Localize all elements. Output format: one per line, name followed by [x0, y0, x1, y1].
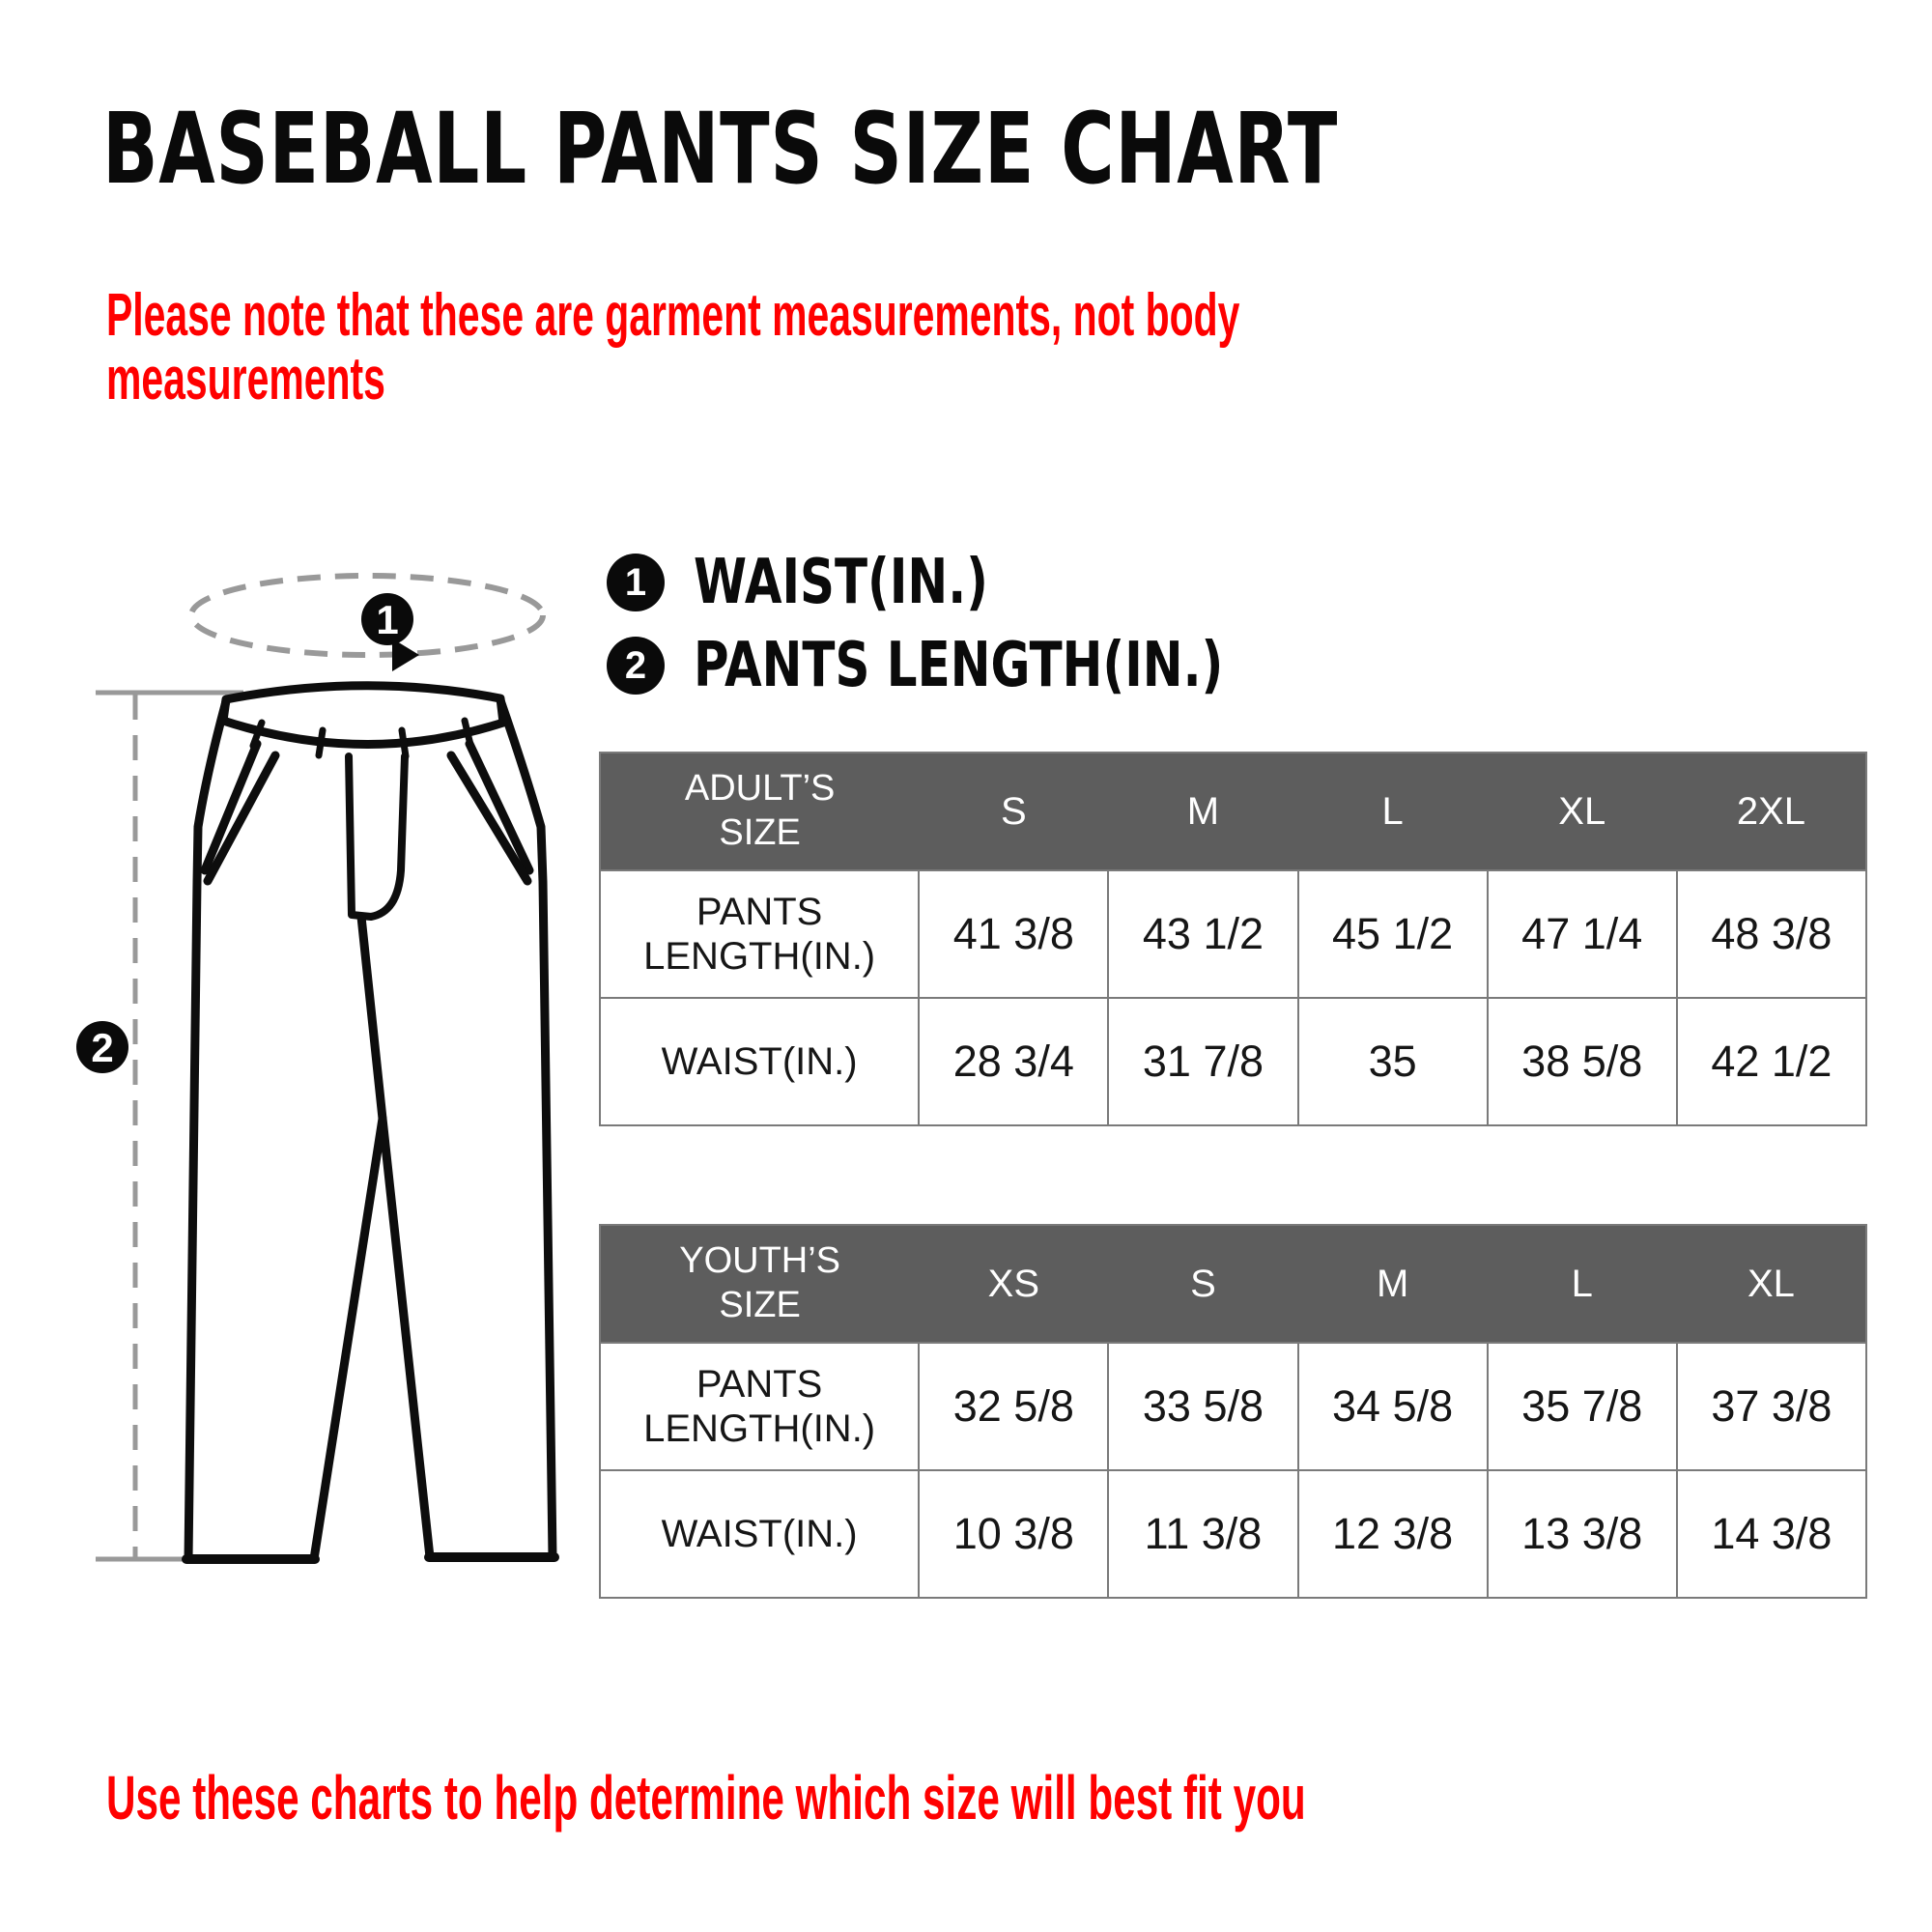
adult-pants-length-l: 45 1/2: [1296, 869, 1489, 999]
garment-note-line2: measurements: [106, 346, 385, 412]
youth-pants-length-xl: 37 3/8: [1675, 1342, 1868, 1471]
adult-waist-row: WAIST(IN.) 28 3/4 31 7/8 35 38 5/8 42 1/…: [598, 997, 1868, 1126]
fly: [345, 753, 409, 921]
adult-pants-length-s: 41 3/8: [918, 869, 1110, 999]
youth-pants-length-xs: 32 5/8: [918, 1342, 1110, 1471]
page-title: BASEBALL PANTS SIZE CHART: [102, 92, 1339, 207]
marker-2-badge: 2: [607, 637, 665, 695]
left-pocket-line-inner: [203, 751, 280, 886]
legend-item-waist: 1 WAIST(IN.): [607, 547, 1071, 618]
marker-2-number: 2: [624, 643, 647, 687]
crotch-seam: [356, 912, 387, 1123]
youth-pants-length-l: 35 7/8: [1486, 1342, 1678, 1471]
inner-leg-seams: [309, 1114, 435, 1564]
youth-header-row: YOUTH’S SIZE XS S M L XL: [600, 1225, 1866, 1343]
adult-size-l: L: [1297, 753, 1488, 870]
adult-size-m: M: [1108, 753, 1298, 870]
adult-pants-length-2xl: 48 3/8: [1675, 869, 1868, 999]
youth-pants-length-s: 33 5/8: [1107, 1342, 1299, 1471]
diagram-marker-2-number: 2: [91, 1025, 113, 1070]
footer-note: Use these charts to help determine which…: [106, 1763, 1306, 1833]
waistband: [218, 681, 508, 749]
waist-measure-ellipse: [188, 573, 546, 658]
adult-waist-m: 31 7/8: [1107, 997, 1299, 1126]
pants-outline: [182, 681, 559, 1564]
adult-waist-s: 28 3/4: [918, 997, 1110, 1126]
right-pocket-line-inner: [446, 751, 532, 886]
youth-size-xs: XS: [919, 1225, 1109, 1343]
youth-waist-xs: 10 3/8: [918, 1469, 1110, 1599]
adult-waist-xl: 38 5/8: [1486, 997, 1678, 1126]
youth-size-l: L: [1487, 1225, 1677, 1343]
youth-table-title-cell: YOUTH’S SIZE: [600, 1225, 920, 1343]
youth-waist-xl: 14 3/8: [1675, 1469, 1868, 1599]
adult-waist-2xl: 42 1/2: [1675, 997, 1868, 1126]
youth-pants-length-row: PANTS LENGTH(IN.) 32 5/8 33 5/8 34 5/8 3…: [598, 1342, 1868, 1471]
legend-item-pants-length: 2 PANTS LENGTH(IN.): [607, 630, 1373, 701]
adult-pants-length-label: PANTS LENGTH(IN.): [598, 869, 921, 999]
youth-size-m: M: [1297, 1225, 1488, 1343]
adult-waist-l: 35: [1296, 997, 1489, 1126]
adult-table-title: ADULT’S SIZE: [684, 768, 836, 853]
youth-table-title: YOUTH’S SIZE: [679, 1240, 841, 1325]
right-outseam: [496, 696, 557, 1562]
left-outseam: [184, 696, 231, 1564]
youth-size-table: YOUTH’S SIZE XS S M L XL PANTS LENGTH(IN…: [598, 1224, 1868, 1599]
diagram-marker-1-number: 1: [376, 597, 398, 642]
diagram-marker-2: 2: [76, 1021, 128, 1073]
belt-loop-2: [315, 726, 327, 759]
youth-waist-row: WAIST(IN.) 10 3/8 11 3/8 12 3/8 13 3/8 1…: [598, 1469, 1868, 1599]
waist-arrow-icon: [392, 639, 419, 671]
adult-pants-length-m: 43 1/2: [1107, 869, 1299, 999]
youth-pants-length-label: PANTS LENGTH(IN.): [598, 1342, 921, 1471]
youth-waist-label: WAIST(IN.): [598, 1469, 921, 1599]
adult-pants-length-row: PANTS LENGTH(IN.) 41 3/8 43 1/2 45 1/2 4…: [598, 869, 1868, 999]
belt-loop-3: [398, 726, 410, 760]
legend-waist-label: WAIST(IN.): [694, 547, 988, 618]
adult-table-title-cell: ADULT’S SIZE: [600, 753, 920, 870]
youth-waist-l: 13 3/8: [1486, 1469, 1678, 1599]
youth-waist-s: 11 3/8: [1107, 1469, 1299, 1599]
marker-1-number: 1: [624, 560, 647, 604]
adult-waist-label: WAIST(IN.): [598, 997, 921, 1126]
youth-size-s: S: [1108, 1225, 1298, 1343]
diagram-marker-1: 1: [361, 593, 413, 645]
adult-size-xl: XL: [1487, 753, 1677, 870]
youth-waist-m: 12 3/8: [1296, 1469, 1489, 1599]
adult-size-s: S: [919, 753, 1109, 870]
right-pocket-line-outer: [465, 739, 534, 875]
adult-pants-length-xl: 47 1/4: [1486, 869, 1678, 999]
youth-size-xl: XL: [1676, 1225, 1866, 1343]
legend-pants-length-label: PANTS LENGTH(IN.): [694, 630, 1224, 701]
pants-diagram: 1 2: [76, 573, 559, 1564]
adult-size-2xl: 2XL: [1676, 753, 1866, 870]
garment-note: Please note that these are garment measu…: [106, 284, 1239, 412]
adult-header-row: ADULT’S SIZE S M L XL 2XL: [600, 753, 1866, 870]
adult-size-table: ADULT’S SIZE S M L XL 2XL PANTS LENGTH(I…: [598, 752, 1868, 1126]
marker-1-badge: 1: [607, 554, 665, 611]
garment-note-line1: Please note that these are garment measu…: [106, 282, 1240, 349]
left-pocket-line-outer: [200, 739, 262, 875]
youth-pants-length-m: 34 5/8: [1296, 1342, 1489, 1471]
